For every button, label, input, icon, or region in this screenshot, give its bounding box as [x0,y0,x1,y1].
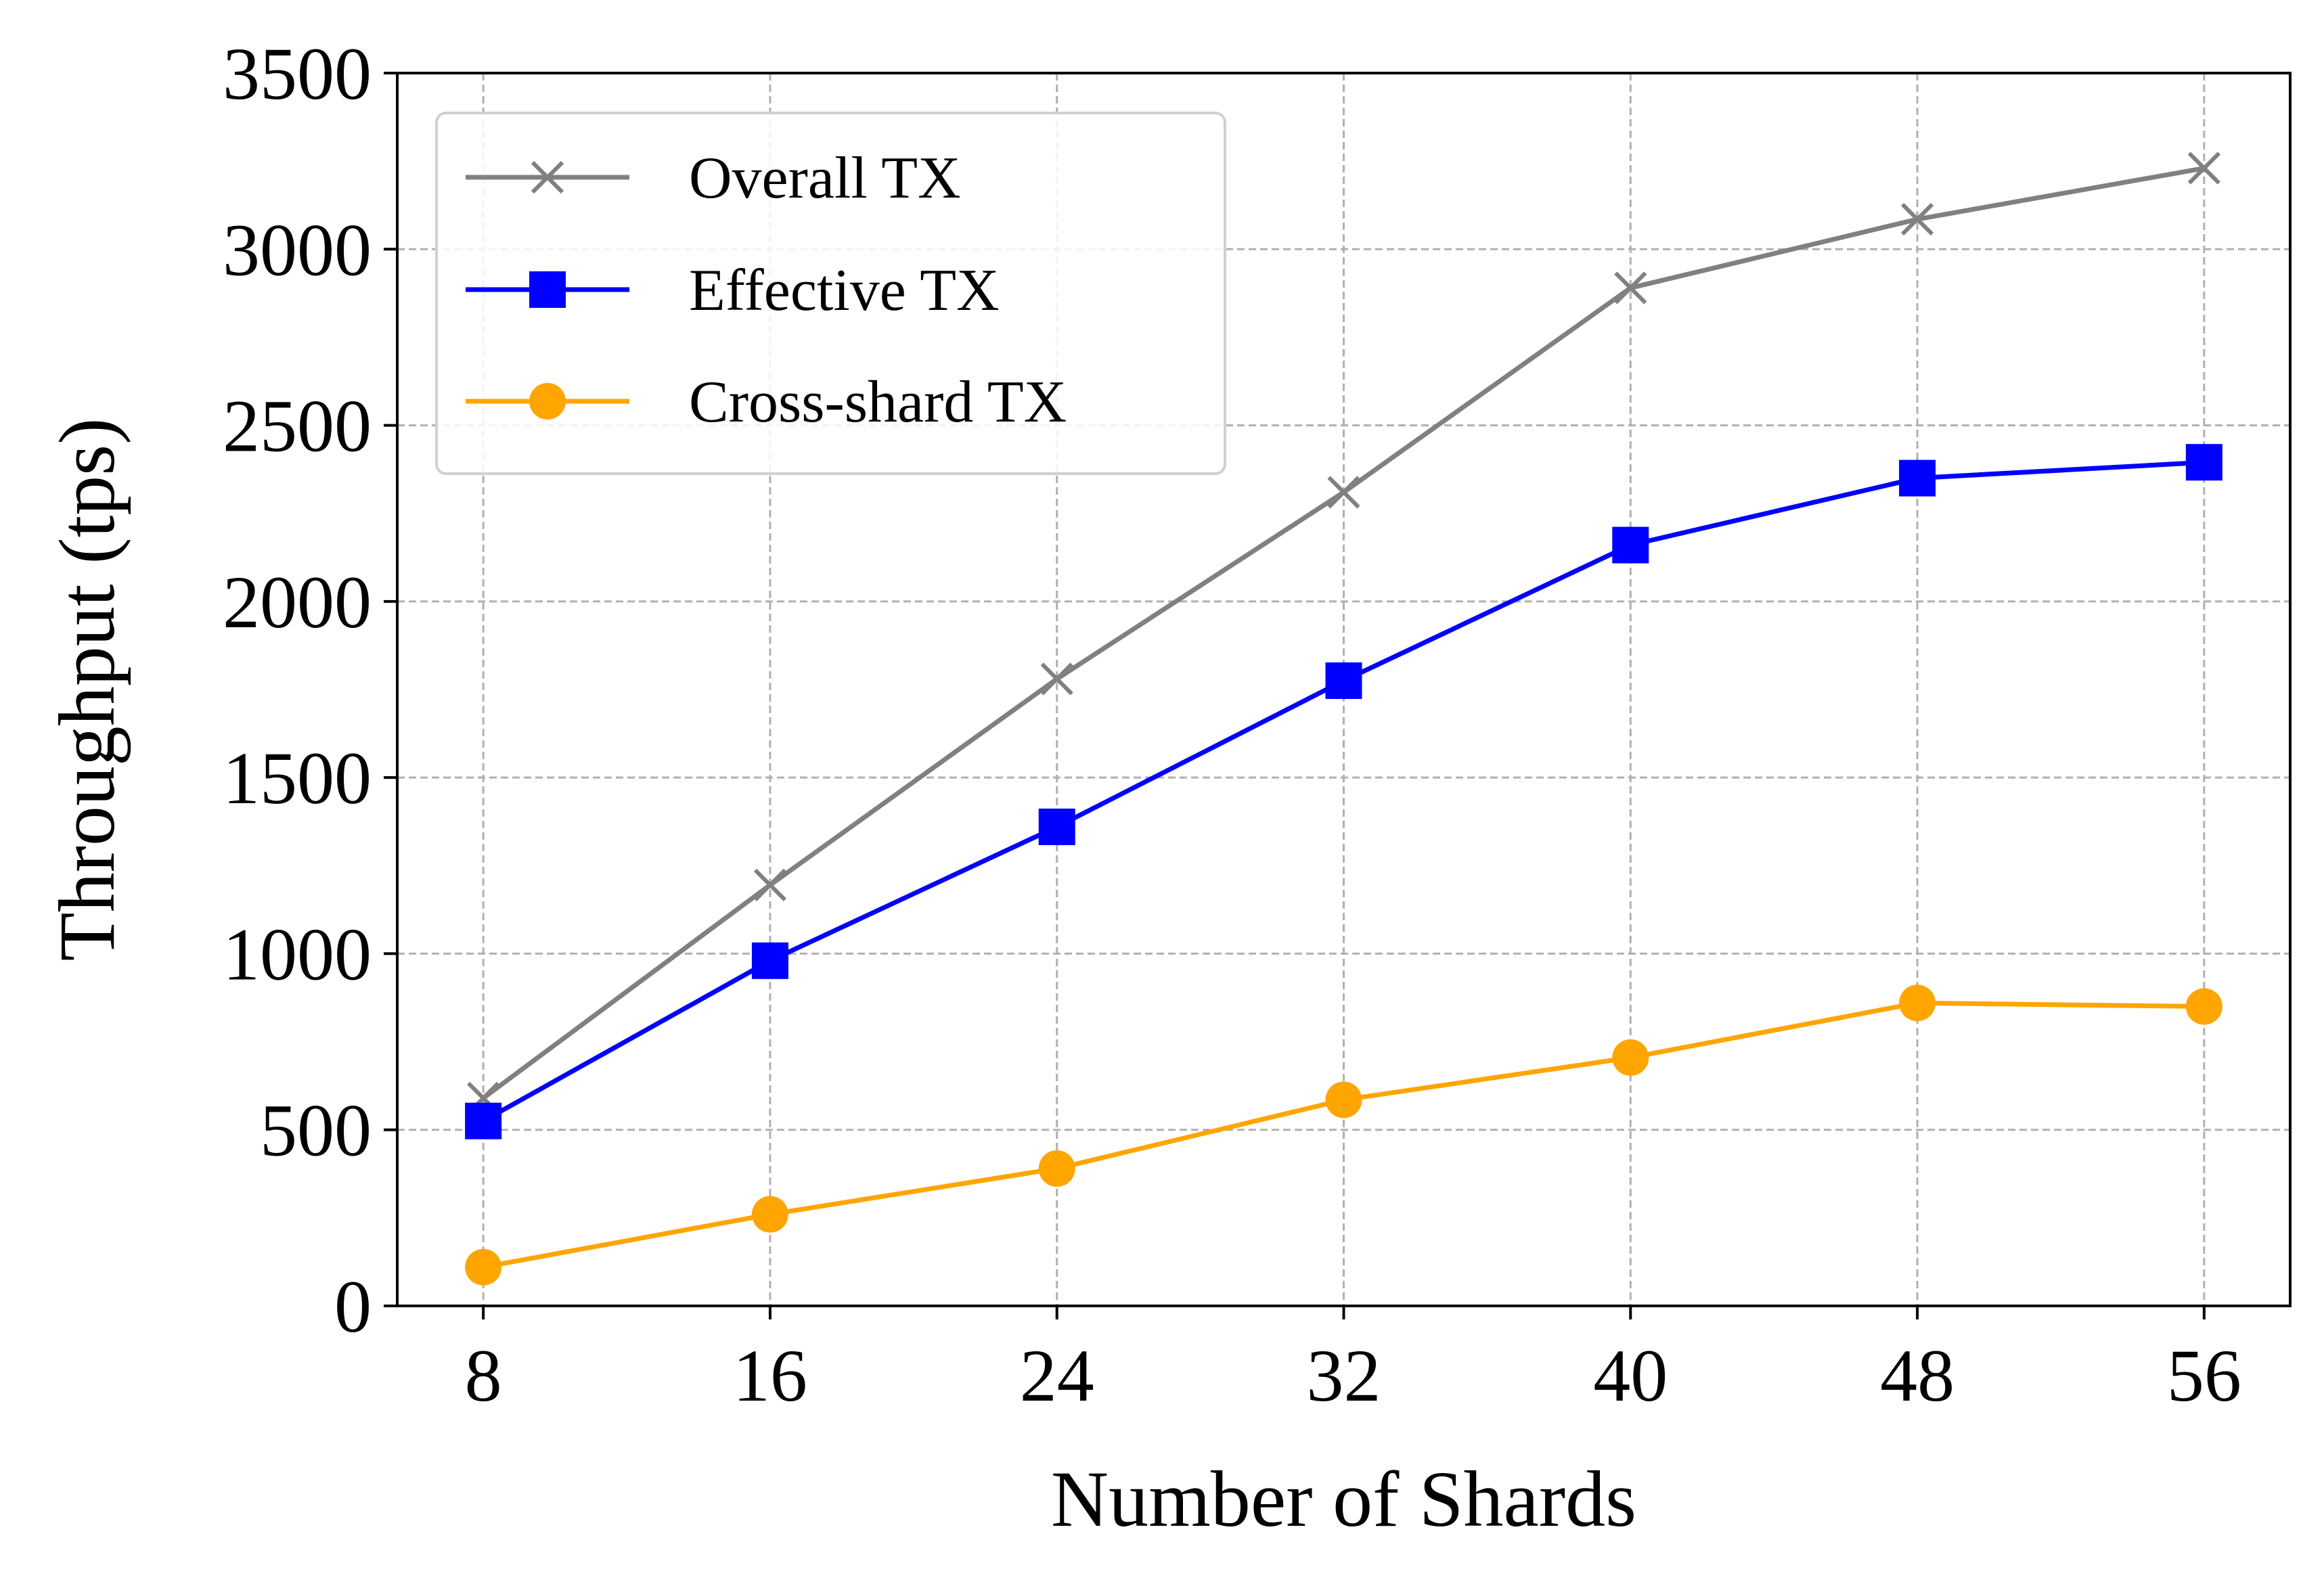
y-tick-label: 0 [334,1265,372,1348]
axis-ticks: 8 16 24 32 40 48 56 0 500 1000 1500 2000 2500 3000 350… [223,32,2241,1417]
data-point-effective-tx [751,942,788,979]
series-effective-tx [465,444,2222,1139]
legend-label-cross-shard-tx: Cross-shard TX [689,369,1067,435]
x-tick-label: 8 [465,1334,502,1417]
marker-stroke [1614,271,1647,304]
data-point-effective-tx [1612,526,1649,564]
data-point-cross-shard-tx [1325,1081,1362,1118]
marker-stroke [531,160,564,194]
x-tick-label: 48 [1880,1334,1954,1417]
data-point-cross-shard-tx [2185,988,2222,1025]
data-point-effective-tx [2185,444,2222,481]
x-tick-label: 56 [2167,1334,2241,1417]
data-point-overall-tx [1327,476,1360,509]
y-tick-label: 2000 [223,561,372,643]
series-cross-shard-tx [465,985,2222,1286]
marker-stroke [1040,662,1073,696]
data-point-effective-tx [465,1102,502,1139]
data-point-effective-tx [1038,809,1075,846]
x-tick-label: 24 [1020,1334,1094,1417]
x-tick-label: 32 [1307,1334,1381,1417]
legend-marker-overall-tx [531,160,564,194]
y-tick-label: 2500 [223,385,372,468]
legend-label-overall-tx: Overall TX [689,145,961,211]
marker-stroke [1327,476,1360,509]
series-overall-tx [467,152,2220,1114]
data-point-overall-tx [1900,202,1934,236]
data-point-cross-shard-tx [1899,985,1936,1022]
marker-stroke [753,868,787,902]
x-tick-label: 40 [1593,1334,1668,1417]
data-point-effective-tx [1325,662,1362,699]
data-point-cross-shard-tx [1038,1150,1075,1187]
data-point-cross-shard-tx [465,1248,502,1286]
data-point-cross-shard-tx [1612,1039,1649,1076]
y-axis-label: Throughput (tps) [43,418,131,961]
data-point-effective-tx [1899,459,1936,497]
marker-stroke [2187,152,2220,185]
y-tick-label: 500 [260,1089,372,1172]
legend-marker-effective-tx [529,271,566,308]
legend-label-effective-tx: Effective TX [689,258,1000,323]
x-tick-label: 16 [733,1334,807,1417]
legend: Overall TX Effective TX Cross-shard TX [435,112,1226,475]
y-tick-label: 3000 [223,208,372,291]
data-point-overall-tx [1614,271,1647,304]
data-point-overall-tx [1040,662,1073,696]
marker-stroke [1900,202,1934,236]
data-point-overall-tx [753,868,787,902]
y-tick-label: 1500 [223,737,372,819]
legend-box [435,112,1226,475]
legend-marker-cross-shard-tx [529,383,566,420]
x-axis-label: Number of Shards [1051,1455,1636,1543]
y-tick-label: 3500 [223,32,372,115]
data-point-cross-shard-tx [751,1196,788,1233]
y-tick-label: 1000 [223,913,372,995]
series-group [465,152,2222,1286]
data-point-overall-tx [2187,152,2220,185]
